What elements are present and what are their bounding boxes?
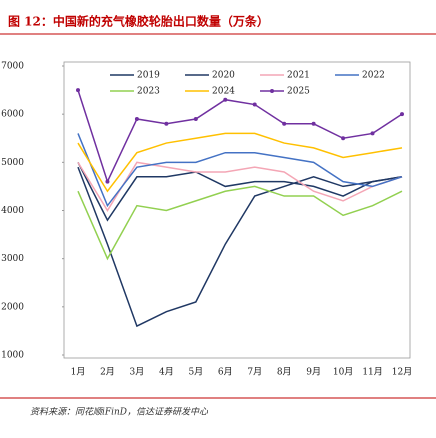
series-marker [252,102,257,107]
legend-label: 2025 [287,87,310,97]
series-marker [193,116,198,121]
series-line [77,166,403,328]
legend-label: 2021 [287,71,310,81]
y-tick-label: 5000 [1,158,24,168]
x-tick-label: 7月 [247,367,262,378]
legend-label: 2019 [137,71,160,81]
x-tick-label: 12月 [392,367,412,378]
x-tick-label: 3月 [130,367,145,378]
series-line [77,161,403,222]
legend-label: 2023 [137,87,160,97]
legend-label: 2022 [362,71,385,81]
y-tick-label: 4000 [1,206,24,216]
x-tick-label: 2月 [100,367,115,378]
series-marker [134,116,139,121]
series-marker [400,112,404,117]
y-tick-label: 2000 [1,302,24,312]
legend-label: 2024 [212,87,235,97]
series-marker [311,121,316,126]
series-line [77,89,403,184]
legend-label: 2020 [212,71,235,81]
x-tick-label: 9月 [306,367,321,378]
series-marker [76,88,80,93]
x-tick-label: 4月 [159,367,174,378]
series-marker [223,97,228,102]
y-tick-label: 3000 [1,254,24,264]
chart-title: 图 12：中国新的充气橡胶轮胎出口数量（万条） [8,14,269,29]
x-tick-label: 1月 [71,367,86,378]
x-tick-label: 8月 [277,367,292,378]
series-marker [341,136,346,141]
series-marker [105,179,110,184]
y-tick-label: 6000 [1,110,24,120]
series-line [77,185,403,261]
x-tick-label: 6月 [218,367,233,378]
x-tick-label: 5月 [188,367,203,378]
source: 资料来源：同花顺iFinD，信达证券研发中心 [30,407,209,418]
series-line [77,132,403,193]
series-marker [164,121,169,126]
y-tick-label: 1000 [1,351,24,361]
x-tick-label: 11月 [362,367,382,378]
legend-marker [270,89,274,93]
series-line [77,161,403,212]
y-tick-label: 7000 [1,62,24,72]
series-marker [282,121,287,126]
series-marker [370,131,375,136]
x-tick-label: 10月 [333,367,353,378]
series-line [77,133,403,208]
